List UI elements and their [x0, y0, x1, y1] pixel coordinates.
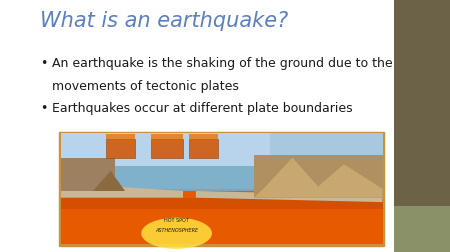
- Bar: [61, 189, 382, 244]
- Bar: [394, 207, 450, 252]
- Bar: [151, 135, 183, 139]
- Bar: [106, 139, 135, 158]
- Bar: [254, 156, 382, 198]
- Polygon shape: [61, 183, 183, 198]
- Text: •: •: [40, 57, 48, 70]
- Polygon shape: [93, 171, 125, 191]
- Ellipse shape: [141, 218, 212, 249]
- Bar: [109, 167, 263, 191]
- Text: HOT SPOT: HOT SPOT: [164, 217, 189, 223]
- Polygon shape: [254, 158, 382, 198]
- Bar: [61, 158, 116, 191]
- Bar: [61, 134, 382, 244]
- Bar: [106, 135, 135, 139]
- Bar: [151, 139, 183, 158]
- Bar: [189, 139, 218, 158]
- Text: •: •: [40, 102, 48, 115]
- Text: ASTHENOSPHERE: ASTHENOSPHERE: [155, 228, 198, 233]
- Bar: [61, 198, 382, 209]
- Text: Earthquakes occur at different plate boundaries: Earthquakes occur at different plate bou…: [52, 102, 352, 115]
- Text: movements of tectonic plates: movements of tectonic plates: [52, 79, 239, 92]
- Text: An earthquake is the shaking of the ground due to the: An earthquake is the shaking of the grou…: [52, 57, 392, 70]
- Polygon shape: [196, 191, 382, 202]
- Bar: [59, 133, 384, 246]
- Bar: [61, 134, 270, 167]
- Bar: [394, 0, 450, 207]
- Text: What is an earthquake?: What is an earthquake?: [40, 11, 289, 31]
- Bar: [189, 135, 218, 139]
